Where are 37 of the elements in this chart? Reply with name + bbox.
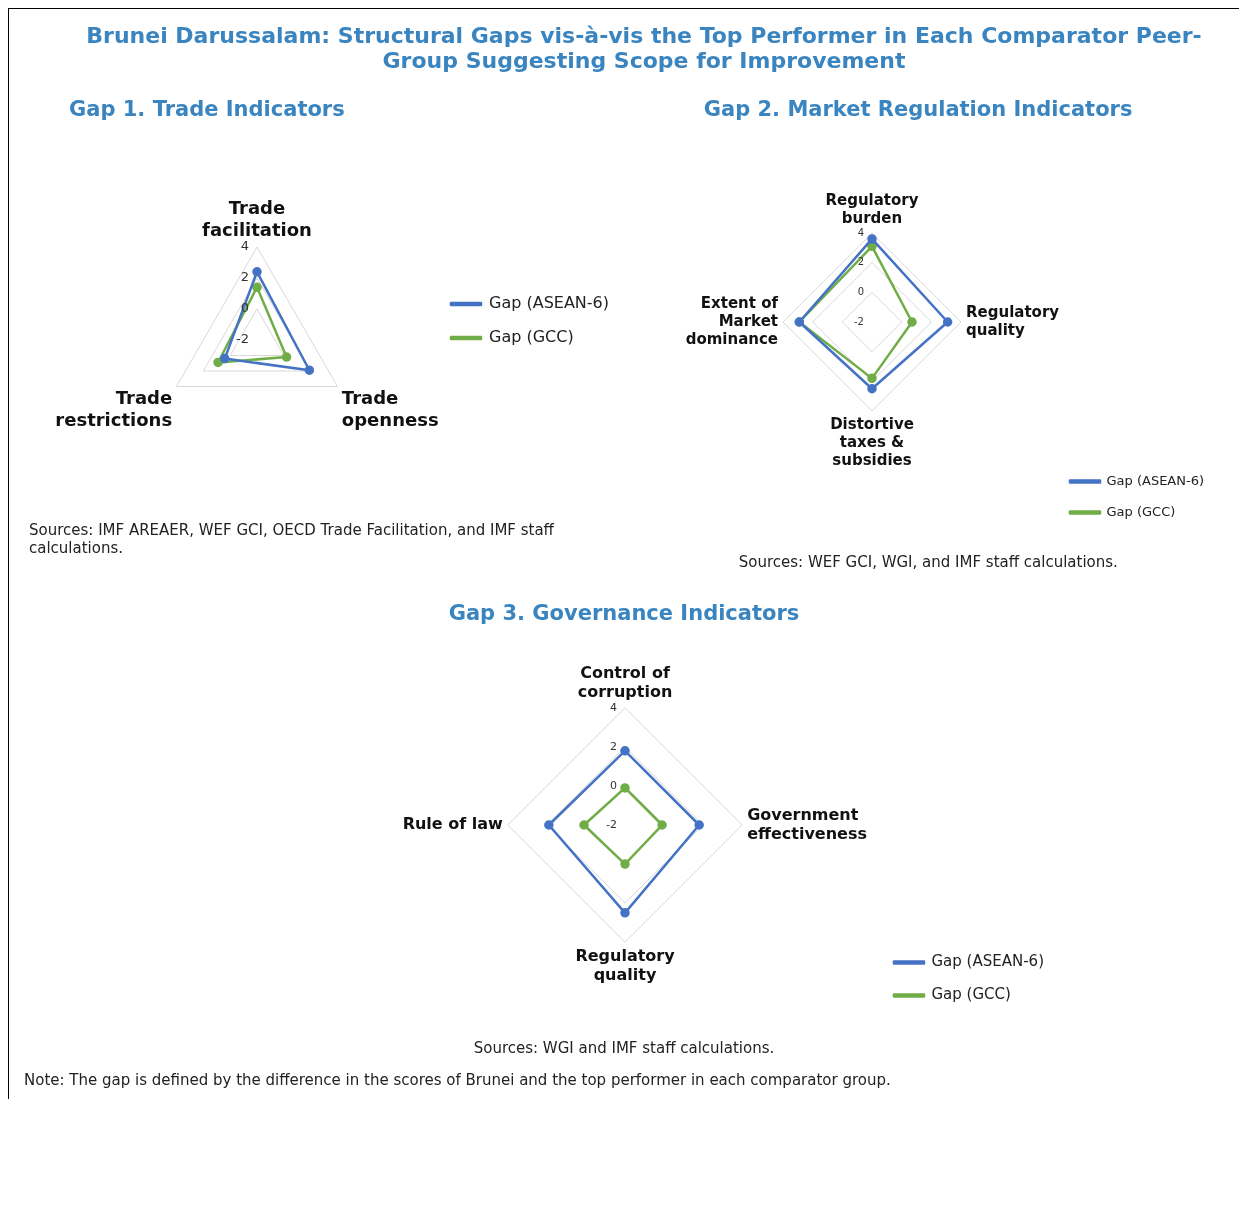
- y-tick-label: -2: [853, 315, 864, 327]
- chart-subtitle: Gap 1. Trade Indicators: [68, 96, 346, 121]
- y-tick-label: -2: [606, 817, 617, 831]
- spoke-label: Distortive taxes & subsidies: [829, 414, 914, 469]
- legend-label: Gap (ASEAN-6): [1106, 472, 1204, 488]
- spoke-label: Regulatory burden: [825, 190, 919, 227]
- chart-title: Brunei Darussalam: Structural Gaps vis-à-vis the Top Performer in Each Comparator Peer-Group Suggesting Scope for Improvement: [85, 22, 1203, 73]
- source-note: Sources: WEF GCI, WGI, and IMF staff calculations.: [737, 553, 1119, 571]
- y-tick-label: 2: [240, 269, 249, 285]
- spoke-label: Government effectiveness: [747, 804, 867, 843]
- y-tick-label: 2: [857, 256, 864, 268]
- y-tick-label: 4: [610, 700, 617, 714]
- y-tick-label: 0: [857, 285, 864, 297]
- y-tick-label: 4: [240, 238, 249, 254]
- y-tick-label: 2: [610, 739, 617, 753]
- legend-label: Gap (GCC): [488, 327, 574, 347]
- spoke-label: Trade facilitation: [202, 197, 312, 240]
- spoke-label: Regulatory quality: [575, 945, 676, 985]
- y-tick-label: 0: [610, 778, 617, 792]
- spoke-label: Control of corruption: [577, 663, 673, 702]
- legend-label: Gap (GCC): [1106, 503, 1176, 519]
- legend-label: Gap (GCC): [931, 985, 1011, 1004]
- chart-title: Gap 3. Governance Indicators: [448, 601, 800, 625]
- chart-title: Gap 2. Market Regulation Indicators: [702, 96, 1134, 121]
- y-tick-label: -2: [236, 331, 249, 347]
- spoke-label: Regulatory quality: [965, 302, 1060, 339]
- legend-label: Gap (ASEAN-6): [488, 293, 610, 313]
- spoke-label: Trade openness: [341, 387, 439, 431]
- source-note: Sources: IMF AREAER, WEF GCI, OECD Trade Facilitation, and IMF staff calculations.: [29, 521, 555, 557]
- source-note: Sources: WGI and IMF staff calculations.: [473, 1039, 775, 1057]
- spoke-label: Rule of law: [402, 814, 504, 834]
- y-tick-label: 4: [857, 226, 864, 238]
- legend-label: Gap (ASEAN-6): [931, 952, 1045, 971]
- spoke-label: Trade restrictions: [55, 387, 173, 431]
- y-tick-label: 0: [240, 300, 249, 316]
- text: Note: The gap is defined by the difference in the scores of Brunei and the top performer in each comparator group.: [23, 1071, 891, 1089]
- spoke-label: Extent of Market dominance: [685, 293, 779, 348]
